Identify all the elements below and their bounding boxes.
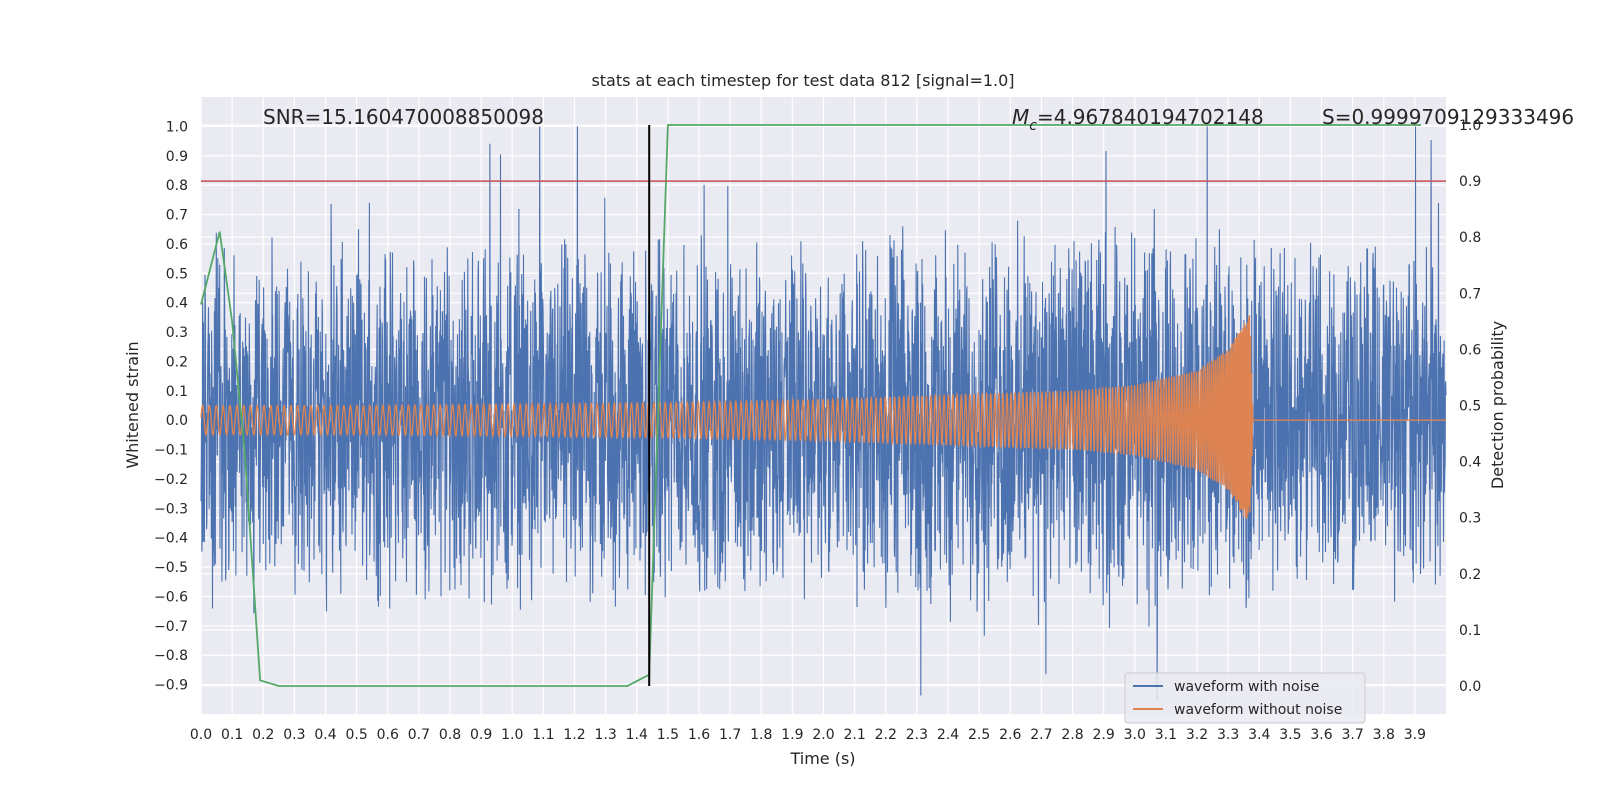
x-tick-label: 2.8 xyxy=(1061,727,1083,743)
x-tick-label: 2.5 xyxy=(968,727,990,743)
y-tick-label: 0.3 xyxy=(166,325,188,341)
y-tick-label: 0.9 xyxy=(166,149,188,165)
y-tick-label: −0.1 xyxy=(154,443,188,459)
x-tick-label: 0.6 xyxy=(377,727,399,743)
x-tick-label: 3.7 xyxy=(1341,727,1363,743)
x-tick-label: 2.2 xyxy=(875,727,897,743)
x-tick-label: 2.7 xyxy=(1030,727,1052,743)
x-tick-label: 3.0 xyxy=(1124,727,1146,743)
series-detection-probability xyxy=(200,124,1422,687)
x-tick-label: 0.8 xyxy=(439,727,461,743)
snr-annotation: SNR=15.160470008850098 xyxy=(263,105,544,129)
y-tick-label: 0.5 xyxy=(166,266,188,282)
reference-lines xyxy=(201,125,1446,686)
y-tick-label: 0.4 xyxy=(166,296,188,312)
x-tick-label: 3.5 xyxy=(1279,727,1301,743)
chart-title: stats at each timestep for test data 812… xyxy=(591,71,1014,90)
x-tick-label: 2.3 xyxy=(906,727,928,743)
y-tick-label: 0.0 xyxy=(166,413,188,429)
y-tick-label: −0.4 xyxy=(154,531,188,547)
x-tick-label: 0.3 xyxy=(283,727,305,743)
legend-label-clean: waveform without noise xyxy=(1174,702,1342,718)
y2-tick-label: 0.1 xyxy=(1459,623,1481,639)
x-tick-label: 1.4 xyxy=(626,727,648,743)
x-axis-label: Time (s) xyxy=(789,749,855,768)
x-axis-ticks: 0.0 0.1 0.2 0.3 0.4 0.5 0.6 0.7 0.8 0.9 1.0 1.1 1.2 1… xyxy=(190,727,1426,743)
y-tick-label: 0.2 xyxy=(166,354,188,370)
x-tick-label: 2.6 xyxy=(999,727,1021,743)
chirp-mass-symbol: M xyxy=(1012,105,1029,129)
y-axis-label: Whitened strain xyxy=(123,341,142,468)
x-tick-label: 2.1 xyxy=(843,727,865,743)
y-tick-label: −0.7 xyxy=(154,619,188,635)
y-tick-label: 0.1 xyxy=(166,384,188,400)
x-tick-label: 3.8 xyxy=(1373,727,1395,743)
y2-tick-label: 0.2 xyxy=(1459,567,1481,583)
x-tick-label: 2.4 xyxy=(937,727,959,743)
x-tick-label: 0.7 xyxy=(408,727,430,743)
x-tick-label: 0.2 xyxy=(252,727,274,743)
chirp-mass-subscript: c xyxy=(1029,118,1037,134)
y2-tick-label: 0.7 xyxy=(1459,286,1481,302)
x-tick-label: 3.3 xyxy=(1217,727,1239,743)
x-tick-label: 1.0 xyxy=(501,727,523,743)
y-tick-label: −0.9 xyxy=(154,678,188,694)
waveform-without-noise-line xyxy=(200,315,1446,519)
y-tick-label: 1.0 xyxy=(166,119,188,135)
x-tick-label: 0.9 xyxy=(470,727,492,743)
x-tick-label: 0.1 xyxy=(221,727,243,743)
y2-tick-label: 0.3 xyxy=(1459,511,1481,527)
chirp-mass-annotation: Mc=4.967840194702148 xyxy=(1012,105,1264,134)
detection-probability-line xyxy=(200,124,1422,687)
x-tick-label: 1.5 xyxy=(657,727,679,743)
series-waveform-without-noise xyxy=(200,315,1446,519)
legend-box xyxy=(1124,672,1366,724)
y-tick-label: −0.6 xyxy=(154,589,188,605)
s-annotation: S=0.9999709129333496 xyxy=(1322,105,1574,129)
y2-tick-label: 0.5 xyxy=(1459,399,1481,415)
x-tick-label: 3.9 xyxy=(1404,727,1426,743)
y2-tick-label: 0.4 xyxy=(1459,455,1481,471)
x-tick-label: 2.0 xyxy=(812,727,834,743)
x-tick-label: 2.9 xyxy=(1092,727,1114,743)
y-tick-label: 0.8 xyxy=(166,178,188,194)
x-tick-label: 1.7 xyxy=(719,727,741,743)
x-tick-label: 1.8 xyxy=(750,727,772,743)
x-tick-label: 1.1 xyxy=(532,727,554,743)
y-axis-ticks: 1.0 0.9 0.8 0.7 0.6 0.5 0.4 0.3 0.2 0.1 0.0 −0.1 −0.… xyxy=(154,119,188,693)
x-tick-label: 3.6 xyxy=(1310,727,1332,743)
legend: waveform with noise waveform without noi… xyxy=(1124,672,1366,724)
x-tick-label: 3.2 xyxy=(1186,727,1208,743)
y2-tick-label: 0.9 xyxy=(1459,174,1481,190)
y2-axis-ticks: 1.0 0.9 0.8 0.7 0.6 0.5 0.4 0.3 0.2 0.1 0.0 xyxy=(1459,118,1481,695)
y-tick-label: −0.5 xyxy=(154,560,188,576)
legend-label-noise: waveform with noise xyxy=(1174,679,1319,695)
y-tick-label: −0.3 xyxy=(154,501,188,517)
y2-tick-label: 0.0 xyxy=(1459,679,1481,695)
y-tick-label: −0.2 xyxy=(154,472,188,488)
y2-axis-label: Detection probability xyxy=(1488,321,1507,489)
x-tick-label: 3.4 xyxy=(1248,727,1270,743)
x-tick-label: 0.0 xyxy=(190,727,212,743)
y2-tick-label: 1.0 xyxy=(1459,118,1481,134)
x-tick-label: 1.3 xyxy=(594,727,616,743)
y-tick-label: −0.8 xyxy=(154,648,188,664)
x-tick-label: 0.4 xyxy=(314,727,336,743)
x-tick-label: 1.2 xyxy=(563,727,585,743)
y2-tick-label: 0.8 xyxy=(1459,230,1481,246)
x-tick-label: 3.1 xyxy=(1155,727,1177,743)
y-tick-label: 0.7 xyxy=(166,208,188,224)
y2-tick-label: 0.6 xyxy=(1459,342,1481,358)
chirp-mass-value: =4.967840194702148 xyxy=(1037,105,1264,129)
x-tick-label: 1.6 xyxy=(688,727,710,743)
y-tick-label: 0.6 xyxy=(166,237,188,253)
x-tick-label: 1.9 xyxy=(781,727,803,743)
x-tick-label: 0.5 xyxy=(345,727,367,743)
